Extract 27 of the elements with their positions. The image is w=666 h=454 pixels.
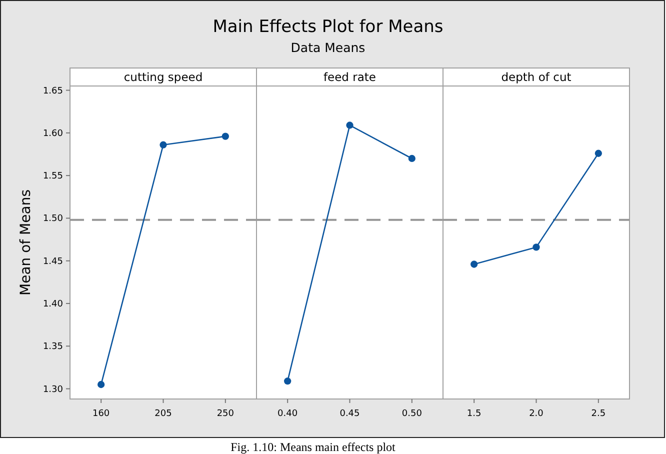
- y-tick-label: 1.30: [42, 384, 64, 395]
- x-axis-title: cutting speed: [124, 70, 203, 84]
- x-tick-label: 2.0: [529, 409, 544, 419]
- y-tick-label: 1.35: [42, 342, 63, 352]
- x-tick-label: 2.5: [591, 409, 606, 419]
- point: [222, 132, 229, 140]
- x-tick-label: 160: [92, 409, 110, 419]
- y-tick-label: 1.40: [42, 299, 64, 310]
- x-tick-label: 205: [154, 409, 172, 419]
- x-tick-label: 0.50: [402, 409, 422, 419]
- x-axis-title: feed rate: [323, 70, 376, 84]
- x-axis-title: depth of cut: [501, 70, 572, 84]
- point: [98, 380, 105, 388]
- caption: Fig. 1.10: Means main effects plot: [230, 440, 396, 454]
- y-tick-label: 1.50: [42, 214, 64, 224]
- x-tick-label: 1.5: [466, 409, 482, 419]
- y-tick-label: 1.55: [42, 172, 63, 182]
- y-tick-label: 1.65: [42, 86, 63, 96]
- x-tick-label: 250: [216, 409, 234, 419]
- chart-subtitle: Data Means: [290, 40, 366, 55]
- y-tick-label: 1.45: [42, 256, 63, 267]
- x-tick-label: 0.40: [278, 409, 298, 419]
- x-tick-label: 0.45: [340, 409, 360, 419]
- chart-title: Main Effects Plot for Means: [212, 17, 444, 37]
- point: [160, 141, 167, 148]
- y-axis-title: Mean of Means: [18, 190, 34, 296]
- y-tick-label: 1.60: [42, 128, 64, 139]
